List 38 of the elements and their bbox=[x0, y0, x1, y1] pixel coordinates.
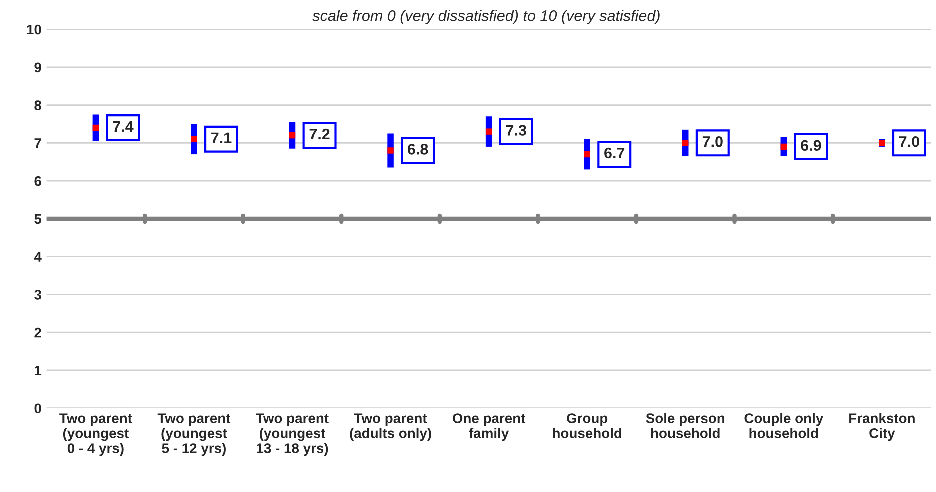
point bbox=[191, 136, 198, 142]
point bbox=[780, 144, 788, 150]
x-tick-label: Group household bbox=[553, 414, 622, 438]
point bbox=[388, 148, 394, 154]
y-tick-label: 1 bbox=[35, 366, 42, 376]
y-tick-label: 7 bbox=[34, 138, 42, 148]
data-label: 7.4 bbox=[113, 121, 134, 132]
point bbox=[682, 140, 689, 146]
y-tick-label: 4 bbox=[34, 252, 42, 262]
data-label: 7.1 bbox=[212, 132, 232, 144]
x-tick-label: Sole person household bbox=[646, 413, 725, 438]
point bbox=[584, 151, 590, 158]
y-tick-label: 10 bbox=[27, 24, 42, 35]
y-tick-label: 9 bbox=[34, 62, 42, 73]
y-tick-label: 5 bbox=[34, 214, 42, 224]
x-tick-label: Frankston City bbox=[850, 413, 915, 442]
x-tick-label: Two parent (youngest 0 - 4 yrs) bbox=[60, 414, 132, 456]
x-tick-label: Two parent (youngest 13 - 18 yrs) bbox=[256, 414, 329, 456]
y-tick-label: 2 bbox=[34, 328, 42, 338]
x-tick-label: Two parent (adults only) bbox=[350, 414, 432, 442]
point bbox=[486, 128, 492, 135]
data-label: 6.8 bbox=[408, 144, 428, 155]
y-tick-label: 0 bbox=[34, 404, 42, 414]
x-tick-label: Couple only household bbox=[744, 413, 824, 438]
y-tick-label: 6 bbox=[34, 176, 42, 186]
data-label: 7.2 bbox=[310, 128, 330, 140]
data-label: 7.0 bbox=[702, 136, 723, 148]
chart-subtitle: scale from 0 (very dissatisfied) to 10 (very satisfied) bbox=[312, 10, 660, 24]
x-tick-label: One parent family bbox=[452, 414, 526, 442]
data-label: 6.9 bbox=[801, 140, 822, 152]
x-tick-label: Two parent (youngest 5 - 12 yrs) bbox=[158, 414, 231, 456]
point bbox=[92, 124, 100, 132]
point bbox=[289, 132, 296, 139]
data-label: 6.7 bbox=[604, 148, 625, 159]
y-tick-label: 8 bbox=[34, 100, 42, 110]
y-tick-label: 3 bbox=[34, 290, 42, 300]
data-label: 7.3 bbox=[506, 125, 526, 136]
data-label: 7.0 bbox=[900, 136, 920, 148]
